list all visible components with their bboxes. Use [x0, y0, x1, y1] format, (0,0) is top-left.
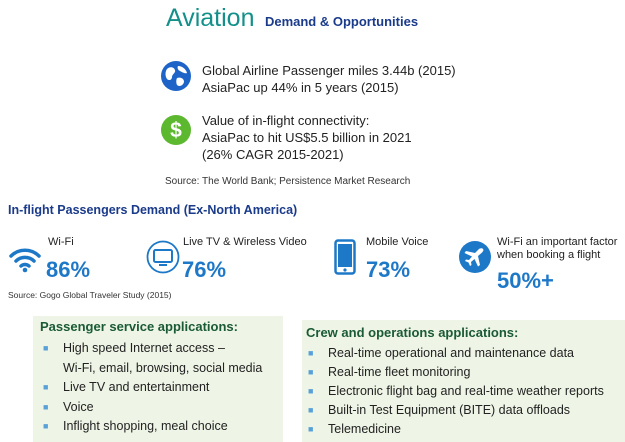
list-item: ■ Inflight shopping, meal choice — [37, 417, 262, 437]
metric-label-wifi: Wi-Fi — [48, 236, 74, 248]
bullet-icon: ■ — [43, 401, 49, 412]
list-item-text: Real-time operational and maintenance da… — [328, 346, 574, 360]
metric-label-mobile-voice: Mobile Voice — [366, 236, 429, 248]
crew-list: ■ Real-time operational and maintenance d… — [302, 344, 604, 439]
list-item: ■ Voice — [37, 398, 262, 418]
dollar-icon: $ — [160, 114, 192, 151]
metric-value-mobile-voice: 73% — [366, 257, 411, 282]
list-item: ■ Real-time operational and maintenance d… — [302, 344, 604, 363]
section-heading: In-flight Passengers Demand (Ex-North Am… — [8, 203, 298, 217]
metric-label-booking: Wi-Fi an important factor when booking a… — [497, 236, 617, 262]
title-main: Aviation — [166, 4, 255, 32]
source-note: Source: Gogo Global Traveler Study (2015… — [8, 290, 172, 300]
passenger-applications-box: Passenger service applications: ■ High s… — [33, 316, 283, 442]
list-item: ■ Telemedicine — [302, 420, 604, 439]
list-item: ■ Electronic flight bag and real-time wea… — [302, 382, 604, 401]
list-item: ■ Built-in Test Equipment (BITE) data off… — [302, 401, 604, 420]
metric-label-line: Wi-Fi an important factor — [497, 236, 618, 248]
list-item-text: Inflight shopping, meal choice — [63, 419, 228, 433]
mobile-phone-icon — [334, 239, 356, 280]
bullet-icon: ■ — [308, 405, 314, 415]
metric-value-wifi: 86% — [46, 257, 91, 282]
stat-passenger-miles: Global Airline Passenger miles 3.44b (20… — [202, 62, 456, 96]
airplane-icon — [458, 240, 492, 279]
tv-icon — [146, 240, 180, 279]
list-item-text: Real-time fleet monitoring — [328, 365, 471, 379]
metric-value-live-tv: 76% — [182, 257, 227, 282]
title-sub: Demand & Opportunities — [264, 14, 419, 29]
metric-value-booking: 50%+ — [497, 268, 554, 293]
bullet-icon: ■ — [308, 348, 314, 358]
stat-connectivity: Value of in-flight connectivity: AsiaPac… — [202, 112, 412, 163]
globe-icon — [160, 60, 192, 97]
page-title: Aviation Demand & Opportunities — [166, 4, 418, 33]
bullet-icon: ■ — [43, 343, 49, 353]
list-item-text: Wi-Fi, email, browsing, social media — [63, 360, 263, 375]
list-item-text: Telemedicine — [328, 422, 401, 436]
list-item-text: Built-in Test Equipment (BITE) data offl… — [328, 403, 571, 417]
box-title: Passenger service applications: — [40, 319, 238, 334]
list-item: ■ High speed Internet access – Wi-Fi, em… — [37, 339, 262, 378]
stat-line: Global Airline Passenger miles 3.44b (20… — [202, 63, 456, 78]
stat-line: AsiaPac to hit US$5.5 billion in 2021 — [202, 130, 412, 145]
bullet-icon: ■ — [308, 367, 314, 377]
list-item: ■ Real-time fleet monitoring — [302, 363, 604, 382]
source-note: Source: The World Bank; Persistence Mark… — [165, 176, 411, 187]
list-item: ■ Live TV and entertainment — [37, 378, 262, 398]
stat-line: (26% CAGR 2015-2021) — [202, 147, 344, 162]
bullet-icon: ■ — [43, 421, 49, 431]
list-item-text: High speed Internet access – — [63, 341, 225, 355]
stat-line: Value of in-flight connectivity: — [202, 113, 370, 128]
list-item-text: Live TV and entertainment — [63, 380, 210, 394]
box-title: Crew and operations applications: — [306, 325, 519, 340]
bullet-icon: ■ — [308, 424, 314, 434]
passenger-list: ■ High speed Internet access – Wi-Fi, em… — [37, 339, 262, 437]
crew-applications-box: Crew and operations applications: ■ Real-… — [302, 320, 625, 442]
bullet-icon: ■ — [308, 386, 314, 396]
wifi-icon — [8, 245, 42, 278]
list-item-text: Voice — [63, 399, 94, 414]
metric-label-line: when booking a flight — [497, 249, 601, 261]
metric-label-live-tv: Live TV & Wireless Video — [183, 236, 307, 248]
list-item-text: Electronic flight bag and real-time weat… — [328, 384, 604, 398]
svg-text:$: $ — [170, 119, 182, 142]
stat-line: AsiaPac up 44% in 5 years (2015) — [202, 80, 399, 95]
bullet-icon: ■ — [43, 382, 49, 392]
